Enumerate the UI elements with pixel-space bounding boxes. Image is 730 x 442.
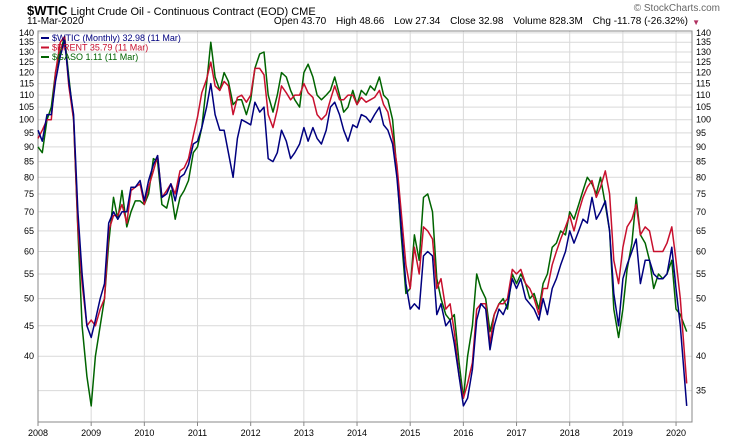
y-tick-label-right: 50 <box>696 294 706 304</box>
close-label: Close <box>450 16 476 27</box>
series-line-wtic <box>37 39 688 407</box>
low-value: 27.34 <box>415 16 441 27</box>
quote-summary: Open 43.70 High 48.66 Low 27.34 Close 32… <box>274 16 688 27</box>
volume-label: Volume <box>513 16 547 27</box>
y-tick-label-right: 130 <box>696 47 711 57</box>
y-tick-label-right: 60 <box>696 247 706 257</box>
instrument-name: Light Crude Oil - Continuous Contract (E… <box>70 6 289 18</box>
y-tick-label-left: 75 <box>24 189 34 199</box>
y-tick-label-right: 80 <box>696 172 706 182</box>
y-tick-label-left: 95 <box>24 128 34 138</box>
y-tick-label-right: 95 <box>696 128 706 138</box>
x-tick-label: 2012 <box>241 428 261 438</box>
x-tick-label: 2018 <box>560 428 580 438</box>
open-label: Open <box>273 16 299 27</box>
volume-value: 828.3M <box>549 16 583 27</box>
x-tick-label: 2015 <box>400 428 420 438</box>
y-tick-label-right: 115 <box>696 79 710 89</box>
y-tick-label-right: 45 <box>696 321 706 331</box>
y-tick-label-right: 40 <box>696 351 706 361</box>
y-tick-label-left: 115 <box>20 79 34 89</box>
y-tick-label-left: 65 <box>24 226 34 236</box>
y-tick-label-right: 120 <box>696 68 711 78</box>
y-tick-label-right: 85 <box>696 157 706 167</box>
y-tick-label-left: 100 <box>19 115 34 125</box>
chg-label: Chg <box>592 16 611 27</box>
x-tick-label: 2017 <box>507 428 527 438</box>
x-tick-label: 2019 <box>613 428 633 438</box>
legend: $WTIC (Monthly) 32.98 (11 Mar)$BRENT 35.… <box>41 33 181 62</box>
stockcharts-logo: © StockCharts.com <box>633 3 720 14</box>
y-tick-label-right: 35 <box>696 386 706 396</box>
y-tick-label-right: 105 <box>696 102 711 112</box>
y-tick-label-left: 130 <box>19 47 34 57</box>
y-tick-label-left: 125 <box>19 57 34 67</box>
x-tick-label: 2008 <box>28 428 48 438</box>
series-line-brent <box>37 35 688 399</box>
x-tick-label: 2014 <box>347 428 367 438</box>
y-tick-label-right: 100 <box>696 115 711 125</box>
close-value: 32.98 <box>478 16 504 27</box>
down-arrow-icon: ▼ <box>692 18 700 27</box>
y-axis-left: 4045505560657075808590951001051101151201… <box>19 28 34 361</box>
y-tick-label-right: 70 <box>696 207 706 217</box>
legend-label: $WTIC (Monthly) 32.98 (11 Mar) <box>52 33 181 43</box>
y-axis-right: 3540455055606570758085909510010511011512… <box>696 28 711 396</box>
series-lines <box>37 35 688 407</box>
y-tick-label-right: 135 <box>696 37 711 47</box>
exchange-label: CME <box>291 6 316 18</box>
x-tick-label: 2009 <box>81 428 101 438</box>
plot-frame <box>37 30 693 423</box>
y-tick-label-left: 40 <box>24 351 34 361</box>
open-value: 43.70 <box>301 16 327 27</box>
x-axis: 2008 2009 2010 2011 2012 2013 2014 2015 2016 2017… <box>28 422 686 438</box>
grid-lines <box>37 31 692 422</box>
y-tick-label-right: 110 <box>696 90 710 100</box>
y-tick-label-left: 80 <box>24 172 34 182</box>
y-tick-label-left: 55 <box>24 269 34 279</box>
y-tick-label-right: 140 <box>696 28 711 38</box>
y-tick-label-left: 85 <box>24 157 34 167</box>
low-label: Low <box>394 16 413 27</box>
x-tick-label: 2011 <box>188 428 207 438</box>
y-tick-label-left: 140 <box>19 28 34 38</box>
y-tick-label-right: 75 <box>696 189 706 199</box>
x-tick-label: 2010 <box>134 428 154 438</box>
high-value: 48.66 <box>359 16 385 27</box>
y-tick-label-left: 90 <box>24 142 34 152</box>
y-tick-label-left: 60 <box>24 247 34 257</box>
chart-header: $WTIC Light Crude Oil - Continuous Contr… <box>0 0 730 30</box>
high-label: High <box>335 16 357 27</box>
y-tick-label-right: 90 <box>696 142 706 152</box>
legend-label: $GASO 1.11 (11 Mar) <box>52 52 138 62</box>
y-tick-label-left: 135 <box>19 37 34 47</box>
y-tick-label-left: 120 <box>19 68 34 78</box>
y-tick-label-left: 110 <box>20 90 34 100</box>
date-label: 11-Mar-2020 <box>27 16 84 27</box>
x-tick-label: 2016 <box>453 428 473 438</box>
y-tick-label-right: 65 <box>696 226 706 236</box>
symbol-label: $WTIC <box>27 3 68 18</box>
y-tick-label-left: 70 <box>24 207 34 217</box>
y-tick-label-right: 125 <box>696 57 711 67</box>
x-tick-label: 2020 <box>666 428 686 438</box>
y-tick-label-left: 105 <box>19 102 34 112</box>
y-tick-label-right: 55 <box>696 269 706 279</box>
x-tick-label: 2013 <box>294 428 314 438</box>
chg-value: -11.78 (-26.32%) <box>613 16 688 27</box>
legend-label: $BRENT 35.79 (11 Mar) <box>52 43 148 53</box>
y-tick-label-left: 50 <box>24 294 34 304</box>
series-line-gaso <box>37 35 688 407</box>
title-line: $WTIC Light Crude Oil - Continuous Contr… <box>27 3 316 18</box>
y-tick-label-left: 45 <box>24 321 34 331</box>
